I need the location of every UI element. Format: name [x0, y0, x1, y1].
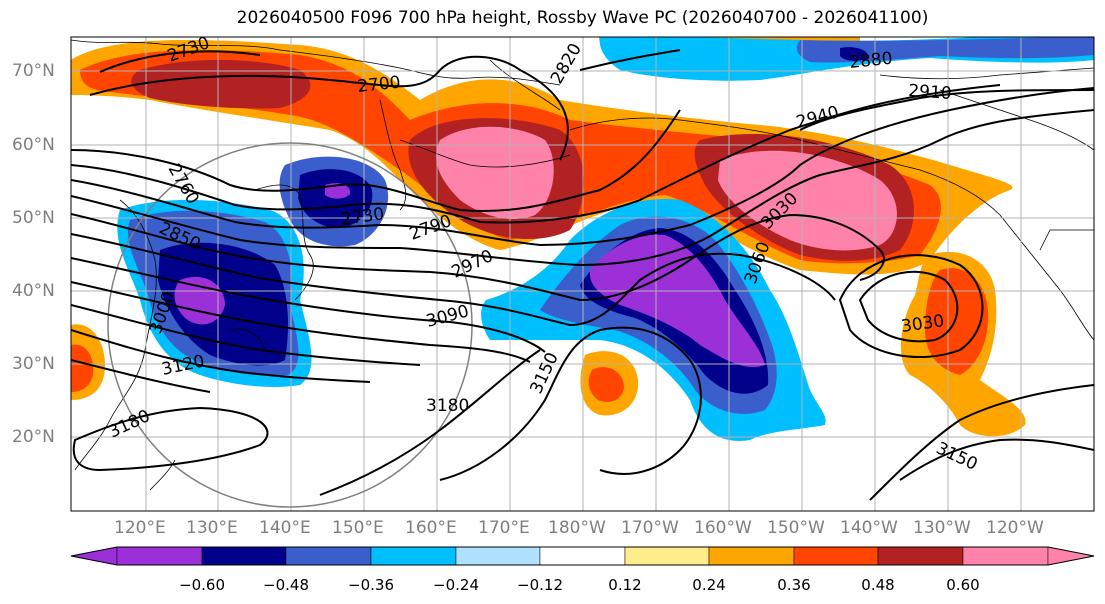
lon-label: 150°W	[767, 518, 825, 538]
colorbar-tick-label: 0.36	[777, 576, 811, 594]
lon-label: 140°E	[259, 518, 311, 538]
lon-label: 130°W	[913, 518, 971, 538]
lat-label: 50°N	[12, 208, 55, 228]
colorbar-tick-label: −0.36	[348, 576, 394, 594]
lon-label: 180°W	[548, 518, 606, 538]
lon-label: 130°E	[186, 518, 238, 538]
lat-label: 30°N	[12, 354, 55, 374]
lon-label: 120°W	[986, 518, 1044, 538]
colorbar-tick-label: 0.48	[861, 576, 895, 594]
contour-label: 2700	[356, 73, 401, 97]
lon-label: 160°E	[405, 518, 457, 538]
contour-label: 2880	[848, 49, 893, 73]
map-frame	[70, 36, 1095, 512]
colorbar	[70, 546, 1095, 566]
lon-label: 170°E	[478, 518, 530, 538]
lon-label: 150°E	[332, 518, 384, 538]
height-contours	[71, 49, 1094, 501]
lat-label: 70°N	[12, 61, 55, 81]
lat-label: 40°N	[12, 281, 55, 301]
lon-label: 140°W	[840, 518, 898, 538]
colorbar-extend-min	[70, 546, 118, 566]
lat-label: 20°N	[12, 427, 55, 447]
contour-label: 3180	[426, 396, 469, 416]
coastlines	[71, 39, 1094, 491]
contour-label: 2910	[908, 81, 953, 104]
colorbar-extend-max	[1047, 546, 1095, 566]
map-area: 2730 2700 2820 2880 2910 2940 2760 2730 …	[71, 37, 1094, 511]
colorbar-tick-label: −0.24	[433, 576, 479, 594]
lon-label: 120°E	[114, 518, 166, 538]
graticule	[71, 37, 1094, 511]
colorbar-tick-label: −0.48	[263, 576, 309, 594]
colorbar-tick-label: −0.12	[517, 576, 563, 594]
colorbar-tick-label: 0.12	[608, 576, 642, 594]
colorbar-tick-label: −0.60	[179, 576, 225, 594]
lat-label: 60°N	[12, 135, 55, 155]
colorbar-tick-label: 0.60	[946, 576, 980, 594]
chart-title: 2026040500 F096 700 hPa height, Rossby W…	[236, 8, 929, 28]
lon-label: 170°W	[621, 518, 679, 538]
colorbar-tick-label: 0.24	[692, 576, 726, 594]
lon-label: 160°W	[694, 518, 752, 538]
